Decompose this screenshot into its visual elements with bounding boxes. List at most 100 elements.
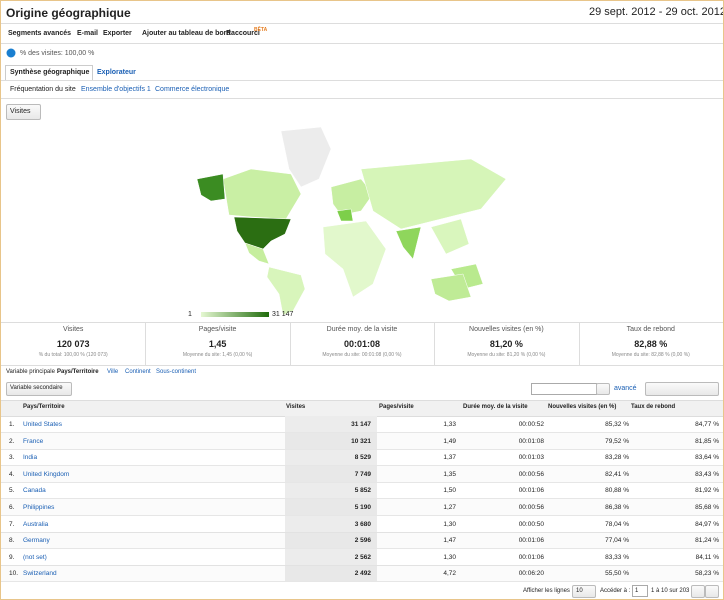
- table-cell: 00:00:52: [518, 421, 544, 428]
- table-cell: 00:06:20: [518, 570, 544, 578]
- search-input[interactable]: [531, 383, 597, 395]
- country-link[interactable]: Canada: [23, 487, 46, 495]
- segment-label: % des visites: 100,00 %: [20, 50, 95, 57]
- summary-value: 82,88 %: [634, 339, 668, 349]
- table-row: [1, 482, 723, 500]
- table-cell: 00:01:06: [518, 537, 544, 545]
- summary-label: Pages/visite: [198, 326, 237, 333]
- prev-page[interactable]: [691, 585, 705, 598]
- table-row: [1, 499, 723, 516]
- primary-dimension-option[interactable]: Continent: [125, 369, 151, 375]
- table-cell: 58,23 %: [695, 570, 719, 578]
- table-cell: 00:00:56: [518, 470, 544, 478]
- table-cell: 7.: [9, 520, 15, 528]
- table-cell: 3.: [9, 454, 15, 462]
- toolbar-item[interactable]: Ajouter au tableau de bord: [142, 30, 231, 37]
- country-link[interactable]: India: [23, 454, 38, 462]
- goto-label: Accéder à :: [600, 588, 631, 594]
- table-cell: 77,04 %: [605, 537, 629, 545]
- table-cell: 1,35: [443, 470, 456, 478]
- beta-badge: BÊTA: [254, 27, 268, 33]
- primary-dimension-option[interactable]: Sous-continent: [156, 369, 197, 375]
- metric-select-label: Visites: [10, 108, 31, 115]
- table-cell: 10.: [9, 570, 19, 578]
- table-cell: 4.: [9, 470, 15, 478]
- tab[interactable]: Synthèse géographique: [10, 69, 90, 76]
- table-cell: 2 562: [354, 553, 371, 561]
- goto-input[interactable]: [632, 585, 648, 597]
- table-row: [1, 416, 723, 433]
- column-header[interactable]: Durée moy. de la visite: [463, 404, 528, 410]
- table-cell: 1,30: [443, 520, 456, 528]
- table-cell: 83,43 %: [695, 470, 719, 478]
- search-button[interactable]: [596, 383, 610, 395]
- table-cell: 00:00:56: [518, 504, 544, 511]
- country-link[interactable]: Australia: [23, 520, 49, 528]
- table-cell: 82,41 %: [605, 470, 629, 478]
- table-cell: 55,50 %: [605, 570, 629, 578]
- column-header[interactable]: Nouvelles visites (en %): [548, 404, 617, 410]
- country-link[interactable]: Philippines: [23, 504, 55, 511]
- summary-value: 81,20 %: [489, 339, 523, 349]
- table-row: [1, 466, 723, 483]
- toolbar-item[interactable]: Raccourci: [226, 30, 260, 37]
- summary-note: % du total: 100,00 % (120 073): [38, 352, 108, 358]
- table-cell: 6.: [9, 504, 15, 511]
- table-cell: 3 680: [354, 520, 371, 528]
- primary-dimension-option[interactable]: Ville: [107, 369, 119, 375]
- table-cell: 31 147: [351, 421, 371, 428]
- table-cell: 83,33 %: [605, 553, 629, 561]
- legend-min: 1: [188, 311, 192, 318]
- column-header[interactable]: Visites: [286, 404, 306, 410]
- country-link[interactable]: France: [23, 437, 44, 445]
- country-link[interactable]: Germany: [23, 537, 50, 545]
- table-cell: 00:01:06: [518, 487, 544, 495]
- table-cell: 80,88 %: [605, 487, 629, 495]
- table-row: [1, 549, 723, 566]
- rows-value: 10: [576, 588, 583, 594]
- secondary-dimension[interactable]: [6, 382, 72, 396]
- summary-label: Visites: [62, 326, 84, 333]
- country-link[interactable]: United States: [23, 421, 63, 428]
- goto-value: 1: [635, 588, 639, 594]
- table-row: [1, 532, 723, 550]
- table-cell: 2 596: [354, 537, 371, 545]
- summary-note: Moyenne du site: 81,20 % (0,00 %): [467, 352, 546, 358]
- column-header[interactable]: Pays/Territoire: [23, 404, 65, 410]
- date-range[interactable]: 29 sept. 2012 - 29 oct. 2012: [589, 6, 724, 18]
- table-cell: 1,47: [443, 537, 456, 545]
- legend-max: 31 147: [272, 311, 294, 318]
- primary-dimension-option[interactable]: Pays/Territoire: [57, 369, 99, 375]
- subtab[interactable]: Commerce électronique: [155, 86, 230, 93]
- table-cell: 2.: [9, 437, 15, 445]
- column-header[interactable]: Pages/visite: [379, 404, 414, 410]
- summary-note: Moyenne du site: 82,88 % (0,00 %): [611, 352, 690, 358]
- summary-label: Nouvelles visites (en %): [469, 326, 544, 333]
- primary-dimension-label: Variable principale :: [6, 369, 59, 375]
- table-cell: 9.: [9, 553, 15, 561]
- summary-divider: [434, 323, 436, 365]
- tab[interactable]: Explorateur: [97, 69, 136, 76]
- column-header[interactable]: Taux de rebond: [631, 404, 676, 410]
- toolbar-item[interactable]: Segments avancés: [8, 30, 72, 37]
- table-cell: 83,28 %: [605, 454, 629, 462]
- metric-select[interactable]: [6, 104, 41, 120]
- view-switcher[interactable]: [645, 382, 719, 396]
- summary-label: Durée moy. de la visite: [326, 326, 398, 333]
- rows-select[interactable]: [572, 585, 596, 598]
- table-cell: 00:01:06: [518, 553, 544, 561]
- advanced-link[interactable]: avancé: [614, 385, 637, 392]
- table-cell: 79,52 %: [605, 437, 629, 445]
- page-range: 1 à 10 sur 203: [651, 588, 690, 594]
- subtab[interactable]: Ensemble d'objectifs 1: [81, 86, 151, 93]
- subtab[interactable]: Fréquentation du site: [10, 86, 76, 93]
- summary-note: Moyenne du site: 00:01:08 (0,00 %): [322, 352, 402, 358]
- next-page[interactable]: [705, 585, 719, 598]
- country-link[interactable]: (not set): [23, 553, 47, 561]
- country-link[interactable]: United Kingdom: [23, 470, 70, 478]
- table-cell: 1,37: [443, 454, 456, 462]
- country-link[interactable]: Switzerland: [23, 570, 57, 578]
- toolbar-item[interactable]: Exporter: [103, 30, 132, 37]
- toolbar-item[interactable]: E-mail: [77, 30, 99, 37]
- tab-active[interactable]: [5, 65, 93, 81]
